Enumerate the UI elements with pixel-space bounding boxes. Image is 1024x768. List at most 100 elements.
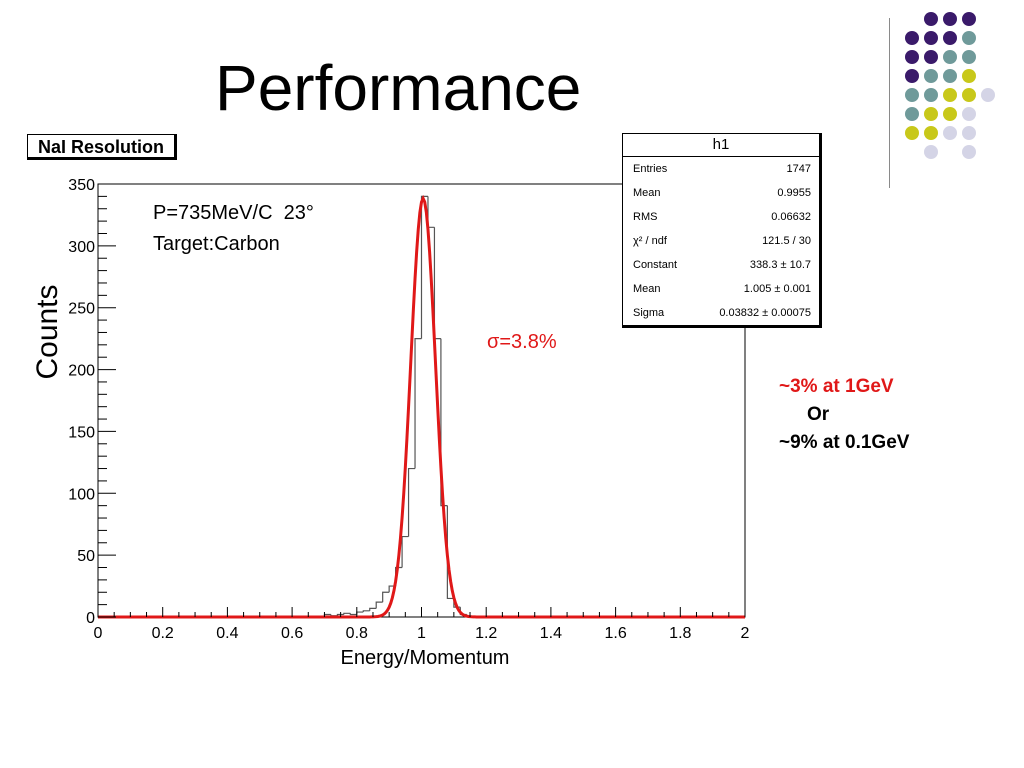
stats-row: Mean 0.9955: [623, 181, 819, 205]
resolution-note: ~3% at 1GeV Or ~9% at 0.1GeV: [779, 373, 909, 457]
y-tick-label: 200: [68, 363, 95, 380]
x-tick-label: 1.2: [475, 625, 497, 642]
y-tick-label: 300: [68, 239, 95, 256]
decorative-divider: [889, 18, 890, 188]
stats-label: Mean: [633, 283, 661, 295]
decorative-dot: [905, 31, 919, 45]
histogram-bin: [356, 611, 364, 615]
histogram-bin: [427, 196, 435, 228]
decorative-dot: [924, 12, 938, 26]
stats-row: χ² / ndf 121.5 / 30: [623, 229, 819, 253]
histogram-bin: [343, 612, 351, 615]
stats-label: Entries: [633, 163, 668, 175]
stats-label: Mean: [633, 187, 661, 199]
note-line-1: ~3% at 1GeV: [779, 376, 894, 397]
decorative-dot: [943, 107, 957, 121]
histogram-bin: [433, 227, 441, 340]
chart-title: NaI Resolution: [27, 134, 178, 160]
histogram-bin: [420, 195, 428, 339]
x-tick-label: 2: [741, 625, 750, 642]
x-tick-label: 0.2: [152, 625, 174, 642]
decorative-dot: [924, 107, 938, 121]
decorative-dot: [962, 88, 976, 102]
y-tick-label: 250: [68, 301, 95, 318]
stats-row: Mean 1.005 ± 0.001: [623, 277, 819, 301]
stats-value: 1.005 ± 0.001: [743, 283, 811, 295]
x-tick-label: 0.4: [216, 625, 238, 642]
decorative-dot: [943, 88, 957, 102]
stats-title: h1: [623, 134, 819, 157]
stats-label: Constant: [633, 259, 678, 271]
sigma-annotation: σ=3.8%: [487, 331, 557, 353]
histogram-bin: [375, 601, 383, 609]
stats-label: RMS: [633, 211, 658, 223]
x-tick-label: 1.8: [669, 625, 691, 642]
stats-value: 121.5 / 30: [762, 235, 811, 247]
stats-value: 0.9955: [777, 187, 811, 199]
decorative-dot: [924, 126, 938, 140]
stats-row: Entries 1747: [623, 157, 819, 181]
x-tick-label: 0: [94, 625, 103, 642]
decorative-dot: [981, 88, 995, 102]
decorative-dot: [962, 107, 976, 121]
y-tick-label: 0: [86, 610, 95, 627]
gaussian-fit-line: [98, 194, 745, 619]
stats-label: Sigma: [633, 307, 665, 319]
decorative-dot: [943, 12, 957, 26]
momentum-annotation: P=735MeV/C 23°: [153, 202, 314, 224]
y-tick-label: 350: [68, 177, 95, 194]
stats-value: 0.06632: [771, 211, 811, 223]
decorative-dot: [905, 88, 919, 102]
slide-title: Performance: [215, 52, 582, 124]
target-annotation: Target:Carbon: [153, 233, 280, 255]
x-tick-label: 0.8: [346, 625, 368, 642]
x-tick-label: 0.6: [281, 625, 303, 642]
y-tick-label: 100: [68, 486, 95, 503]
stats-row: Sigma 0.03832 ± 0.00075: [623, 301, 819, 325]
stats-value: 1747: [786, 163, 811, 175]
decorative-dot: [924, 69, 938, 83]
histogram-bin: [407, 467, 416, 537]
decorative-dot-grid: [905, 12, 1005, 172]
note-line-3: ~9% at 0.1GeV: [779, 432, 910, 453]
note-line-2: Or: [807, 404, 830, 425]
decorative-dot: [905, 107, 919, 121]
decorative-dot: [905, 69, 919, 83]
stats-row: RMS 0.06632: [623, 205, 819, 229]
decorative-dot: [943, 50, 957, 64]
histogram-bin: [414, 338, 422, 469]
decorative-dot: [943, 126, 957, 140]
decorative-dot: [943, 31, 957, 45]
stats-value: 338.3 ± 10.7: [749, 259, 811, 271]
y-axis-label: Counts: [31, 284, 64, 379]
histogram-bin: [440, 338, 448, 507]
stats-box: h1 Entries 1747 Mean 0.9955 RMS 0.06632 χ² / n…: [622, 133, 822, 328]
decorative-dot: [924, 88, 938, 102]
decorative-dot: [905, 50, 919, 64]
histogram-bin: [382, 591, 390, 603]
y-tick-label: 150: [68, 424, 95, 441]
y-tick-label: 50: [77, 548, 95, 565]
histogram-bin: [336, 613, 344, 616]
decorative-dot: [924, 145, 938, 159]
histogram-bin: [401, 535, 409, 568]
decorative-dot: [962, 69, 976, 83]
histogram-bin: [349, 613, 357, 616]
x-tick-label: 1.4: [540, 625, 562, 642]
x-tick-label: 1.6: [604, 625, 626, 642]
decorative-dot: [943, 69, 957, 83]
decorative-dot: [962, 12, 976, 26]
stats-value: 0.03832 ± 0.00075: [719, 307, 811, 319]
stats-row: Constant 338.3 ± 10.7: [623, 253, 819, 277]
decorative-dot: [962, 145, 976, 159]
decorative-dot: [924, 50, 938, 64]
decorative-dot: [962, 126, 976, 140]
histogram-bin: [446, 505, 454, 600]
stats-label: χ² / ndf: [633, 235, 667, 247]
histogram-bin: [362, 610, 370, 613]
x-axis-label: Energy/Momentum: [341, 647, 510, 669]
decorative-dot: [924, 31, 938, 45]
decorative-dot: [962, 31, 976, 45]
x-tick-label: 1: [417, 625, 426, 642]
